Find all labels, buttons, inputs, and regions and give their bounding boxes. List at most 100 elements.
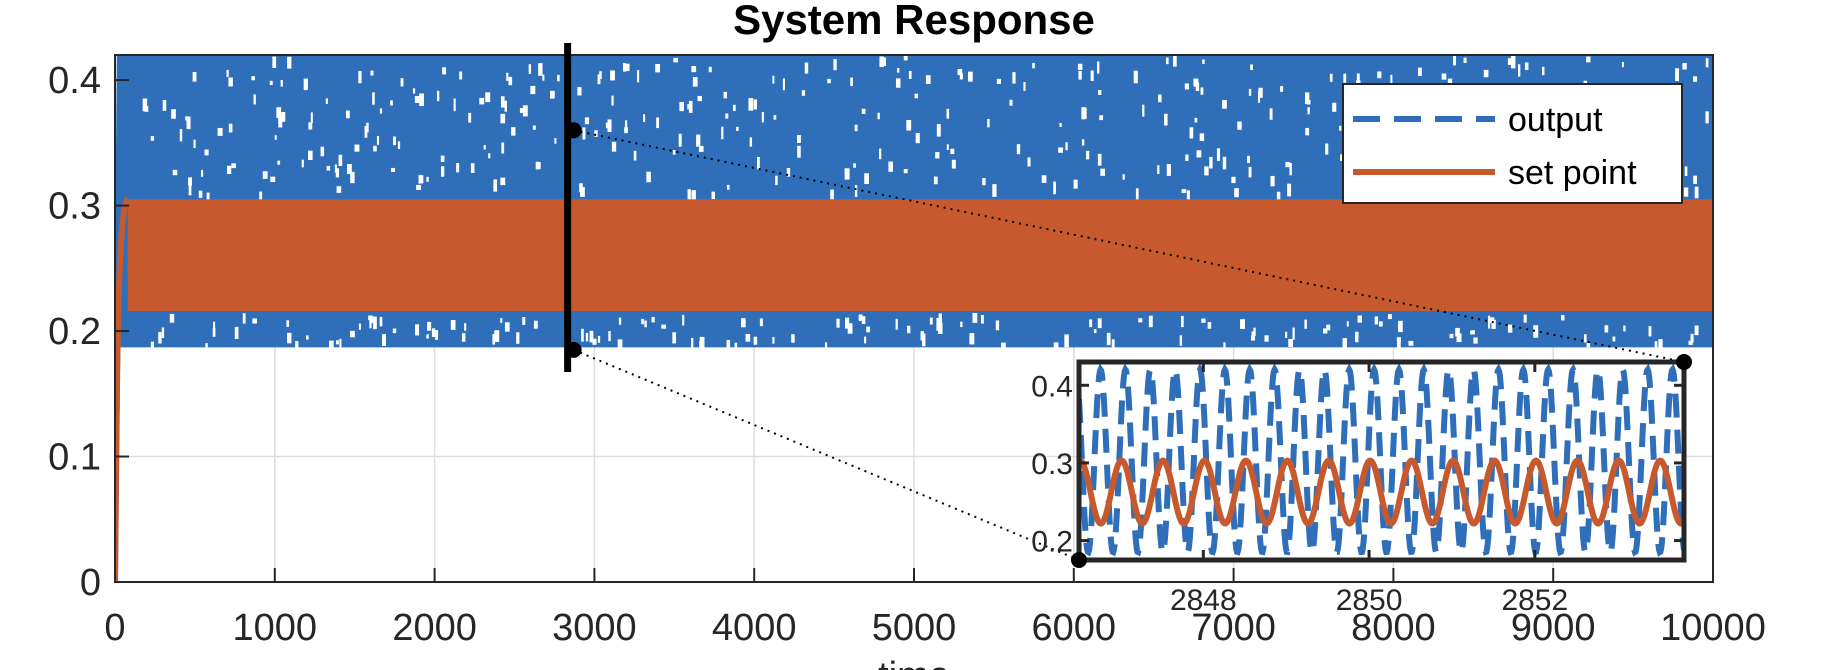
output-dash-gap	[1164, 113, 1168, 126]
output-dash-gap	[504, 322, 510, 332]
output-dash-gap	[347, 163, 352, 174]
output-dash-gap	[205, 343, 208, 348]
y-tick-label: 0.3	[48, 186, 101, 228]
output-dash-gap	[772, 337, 775, 344]
output-dash-gap	[723, 91, 728, 99]
output-dash-gap	[1285, 161, 1290, 168]
output-dash-gap	[419, 93, 424, 107]
output-dash-gap	[550, 90, 555, 99]
output-dash-gap	[1181, 189, 1187, 194]
output-dash-gap	[761, 112, 764, 123]
legend-output-label: output	[1508, 101, 1603, 139]
output-dash-gap	[1264, 335, 1269, 342]
output-dash-gap	[1231, 176, 1236, 184]
output-dash-gap	[251, 76, 255, 81]
output-dash-gap	[772, 75, 775, 84]
output-dash-gap	[696, 134, 701, 147]
output-dash-gap	[1305, 127, 1310, 136]
inset-corner-top-dot	[1676, 354, 1692, 370]
output-dash-gap	[1441, 73, 1447, 80]
output-dash-gap	[228, 123, 233, 133]
output-dash-gap	[532, 125, 536, 130]
inset-setpoint-line	[1079, 457, 1684, 527]
output-dash-gap	[697, 95, 702, 102]
output-dash-gap	[1179, 335, 1183, 346]
output-dash-gap	[1053, 181, 1056, 195]
output-dash-gap	[1705, 111, 1709, 124]
output-dash-gap	[1201, 318, 1206, 323]
output-dash-gap	[1325, 143, 1329, 155]
output-dash-gap	[753, 336, 758, 345]
output-dash-gap	[1089, 319, 1093, 328]
output-dash-gap	[726, 339, 731, 352]
output-dash-gap	[804, 62, 809, 74]
output-dash-gap	[1507, 324, 1513, 333]
setpoint-series-band	[127, 199, 1713, 311]
output-dash-gap	[1289, 162, 1292, 176]
output-dash-gap	[366, 122, 369, 133]
output-dash-gap	[277, 160, 281, 165]
output-dash-gap	[914, 93, 918, 99]
output-dash-gap	[320, 146, 325, 157]
output-dash-gap	[1185, 154, 1189, 161]
output-dash-gap	[1356, 73, 1360, 84]
output-dash-gap	[1453, 55, 1456, 66]
output-dash-gap	[393, 136, 397, 146]
output-dash-gap	[1455, 327, 1460, 337]
output-dash-gap	[1196, 150, 1202, 158]
output-dash-gap	[745, 333, 751, 342]
output-dash-gap	[656, 117, 660, 129]
output-dash-gap	[226, 69, 229, 78]
output-dash-gap	[453, 98, 456, 112]
output-dash-gap	[142, 98, 148, 112]
output-dash-gap	[501, 142, 505, 154]
output-dash-gap	[643, 114, 646, 123]
output-dash-gap	[1694, 325, 1699, 336]
chart-title: System Response	[733, 0, 1095, 43]
output-dash-gap	[1041, 175, 1047, 183]
output-dash-gap	[535, 161, 539, 170]
y-tick-label: 0.1	[48, 437, 101, 479]
output-dash-gap	[883, 57, 886, 66]
output-dash-gap	[1418, 67, 1422, 77]
output-dash-gap	[1138, 318, 1143, 323]
output-dash-gap	[753, 99, 758, 110]
output-dash-gap	[1222, 156, 1227, 170]
output-dash-gap	[542, 74, 545, 81]
output-dash-gap	[440, 166, 445, 177]
output-dash-gap	[580, 187, 585, 197]
output-dash-gap	[189, 181, 192, 191]
output-dash-gap	[186, 116, 191, 130]
output-dash-gap	[1463, 57, 1467, 64]
output-dash-gap	[581, 328, 584, 342]
output-dash-gap	[188, 177, 192, 186]
y-tick-label: 0.2	[48, 311, 101, 353]
output-dash-gap	[335, 340, 339, 345]
output-dash-gap	[1343, 73, 1347, 83]
output-dash-gap	[364, 125, 368, 138]
output-dash-gap	[1491, 319, 1496, 329]
output-dash-gap	[907, 325, 911, 334]
output-dash-gap	[759, 318, 763, 327]
output-dash-gap	[339, 338, 342, 348]
output-dash-gap	[1473, 337, 1478, 344]
x-tick-label: 10000	[1660, 607, 1766, 649]
output-dash-gap	[1065, 142, 1068, 151]
x-tick-label: 1000	[233, 607, 318, 649]
output-dash-gap	[488, 153, 491, 159]
output-dash-gap	[533, 320, 538, 329]
output-dash-gap	[725, 113, 729, 119]
output-dash-gap	[1604, 325, 1609, 333]
output-dash-gap	[350, 171, 355, 184]
inset-corner-bottom-dot	[1071, 552, 1087, 568]
output-dash-gap	[217, 127, 223, 136]
output-dash-gap	[610, 70, 615, 81]
output-dash-gap	[1186, 190, 1190, 201]
output-dash-gap	[672, 332, 677, 344]
output-dash-gap	[1342, 338, 1347, 350]
output-dash-gap	[179, 129, 183, 142]
output-dash-gap	[1247, 155, 1250, 163]
output-dash-gap	[416, 184, 422, 190]
output-dash-gap	[608, 331, 611, 342]
output-dash-gap	[192, 72, 197, 82]
